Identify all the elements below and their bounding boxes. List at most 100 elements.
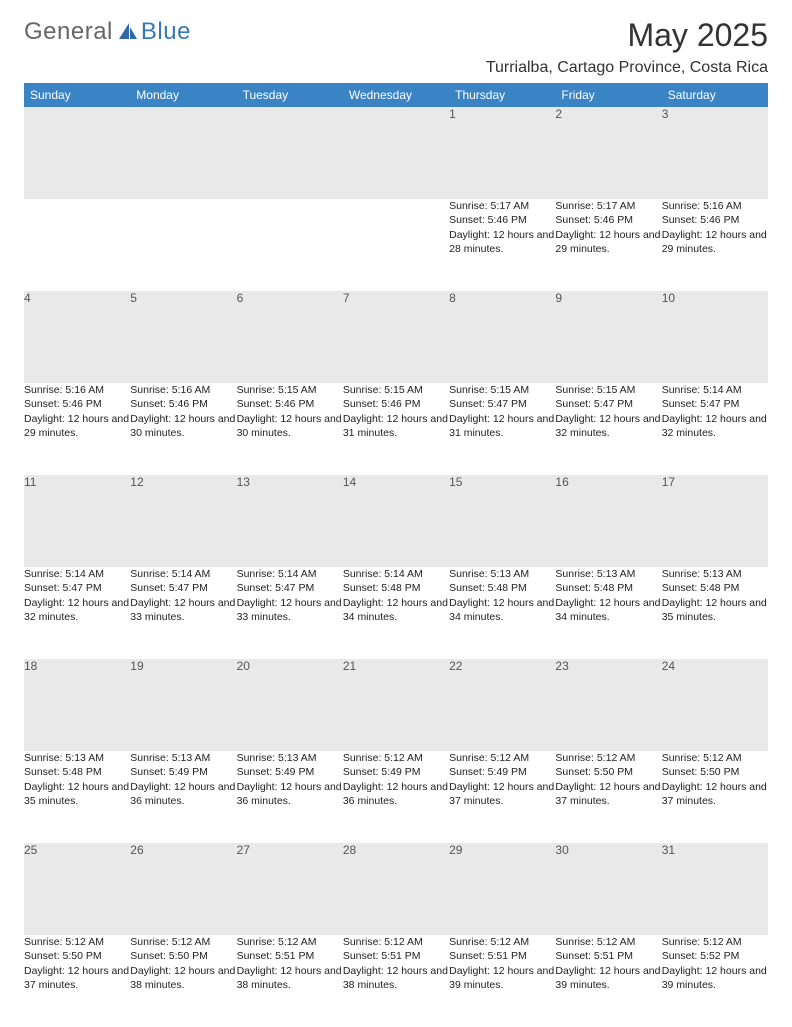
- day-number-cell: 16: [555, 475, 661, 567]
- brand-logo: General Blue: [24, 18, 191, 46]
- day-detail-row: Sunrise: 5:16 AMSunset: 5:46 PMDaylight:…: [24, 383, 768, 475]
- weekday-header: Wednesday: [343, 83, 449, 107]
- day-detail-cell: [24, 199, 130, 291]
- sunrise-line: Sunrise: 5:12 AM: [343, 936, 423, 948]
- day-number-cell: [343, 107, 449, 199]
- sunset-line: Sunset: 5:47 PM: [449, 398, 527, 410]
- daylight-line: Daylight: 12 hours and 32 minutes.: [555, 413, 660, 439]
- sunrise-line: Sunrise: 5:14 AM: [24, 568, 104, 580]
- day-detail-cell: Sunrise: 5:15 AMSunset: 5:47 PMDaylight:…: [449, 383, 555, 475]
- sunrise-line: Sunrise: 5:15 AM: [555, 384, 635, 396]
- day-number-cell: [130, 107, 236, 199]
- sunrise-line: Sunrise: 5:14 AM: [343, 568, 423, 580]
- sunrise-line: Sunrise: 5:12 AM: [24, 936, 104, 948]
- day-number-cell: 30: [555, 843, 661, 935]
- daylight-line: Daylight: 12 hours and 38 minutes.: [237, 965, 342, 991]
- day-detail-cell: Sunrise: 5:14 AMSunset: 5:47 PMDaylight:…: [662, 383, 768, 475]
- day-detail-cell: Sunrise: 5:14 AM Sunset: 5:47 PM Daylight:…: [237, 567, 343, 659]
- sunset-line: Sunset: 5:46 PM: [130, 398, 208, 410]
- brand-part1: General: [24, 18, 113, 46]
- sunset-line: Sunset: 5:47 PM: [130, 582, 208, 594]
- sunrise-line: Sunrise: 5:12 AM: [662, 752, 742, 764]
- sunset-line: Sunset: 5:48 PM: [343, 582, 421, 594]
- day-detail-cell: Sunrise: 5:14 AM Sunset: 5:47 PM Daylight:…: [130, 567, 236, 659]
- day-number-cell: 22: [449, 659, 555, 751]
- sunrise-line: Sunrise: 5:12 AM: [130, 936, 210, 948]
- day-detail-cell: Sunrise: 5:12 AMSunset: 5:51 PMDaylight:…: [343, 935, 449, 1027]
- day-detail-cell: Sunrise: 5:15 AMSunset: 5:46 PMDaylight:…: [343, 383, 449, 475]
- brand-part2: Blue: [141, 18, 191, 46]
- sunset-line: Sunset: 5:46 PM: [343, 398, 421, 410]
- day-detail-cell: Sunrise: 5:13 AMSunset: 5:48 PMDaylight:…: [24, 751, 130, 843]
- daylight-line: Daylight: 12 hours and 29 minutes.: [24, 413, 129, 439]
- daylight-line: Daylight: 12 hours and 38 minutes.: [343, 965, 448, 991]
- daylight-line: Daylight: 12 hours and 29 minutes.: [662, 229, 767, 255]
- day-detail-cell: Sunrise: 5:15 AMSunset: 5:46 PMDaylight:…: [237, 383, 343, 475]
- day-number-cell: 7: [343, 291, 449, 383]
- daylight-line: Daylight: 12 hours and 28 minutes.: [449, 229, 554, 255]
- daylight-line: Daylight: 12 hours and 32 minutes.: [24, 597, 129, 623]
- sunset-line: Sunset: 5:47 PM: [237, 582, 315, 594]
- sunrise-line: Sunrise: 5:14 AM: [130, 568, 210, 580]
- daylight-line: Daylight: 12 hours and 33 minutes.: [237, 597, 342, 623]
- day-detail-row: Sunrise: 5:17 AM Sunset: 5:46 PM Daylight:…: [24, 199, 768, 291]
- sunset-line: Sunset: 5:46 PM: [449, 214, 527, 226]
- sunset-line: Sunset: 5:52 PM: [662, 950, 740, 962]
- day-detail-row: Sunrise: 5:12 AM Sunset: 5:50 PM Daylight:…: [24, 935, 768, 1027]
- day-number-cell: 12: [130, 475, 236, 567]
- day-number-cell: 27: [237, 843, 343, 935]
- day-number-cell: 10: [662, 291, 768, 383]
- month-title: May 2025: [486, 18, 768, 53]
- sunrise-line: Sunrise: 5:15 AM: [343, 384, 423, 396]
- daylight-line: Daylight: 12 hours and 39 minutes.: [662, 965, 767, 991]
- day-detail-cell: Sunrise: 5:12 AMSunset: 5:51 PMDaylight:…: [449, 935, 555, 1027]
- daylight-line: Daylight: 12 hours and 38 minutes.: [130, 965, 235, 991]
- day-detail-cell: Sunrise: 5:13 AMSunset: 5:48 PMDaylight:…: [662, 567, 768, 659]
- sunrise-line: Sunrise: 5:14 AM: [237, 568, 317, 580]
- sunrise-line: Sunrise: 5:17 AM: [449, 200, 529, 212]
- day-detail-cell: Sunrise: 5:17 AM Sunset: 5:46 PM Daylight:…: [449, 199, 555, 291]
- weekday-header: Monday: [130, 83, 236, 107]
- daylight-line: Daylight: 12 hours and 34 minutes.: [449, 597, 554, 623]
- sunset-line: Sunset: 5:48 PM: [662, 582, 740, 594]
- daylight-line: Daylight: 12 hours and 34 minutes.: [555, 597, 660, 623]
- sunset-line: Sunset: 5:48 PM: [555, 582, 633, 594]
- day-number-cell: 11: [24, 475, 130, 567]
- day-detail-cell: Sunrise: 5:12 AMSunset: 5:52 PMDaylight:…: [662, 935, 768, 1027]
- sunrise-line: Sunrise: 5:13 AM: [449, 568, 529, 580]
- weekday-header-row: SundayMondayTuesdayWednesdayThursdayFrid…: [24, 83, 768, 107]
- daylight-line: Daylight: 12 hours and 37 minutes.: [662, 781, 767, 807]
- day-detail-cell: [343, 199, 449, 291]
- day-detail-cell: Sunrise: 5:13 AMSunset: 5:49 PMDaylight:…: [237, 751, 343, 843]
- daylight-line: Daylight: 12 hours and 33 minutes.: [130, 597, 235, 623]
- sunset-line: Sunset: 5:49 PM: [343, 766, 421, 778]
- weekday-header: Tuesday: [237, 83, 343, 107]
- sunset-line: Sunset: 5:47 PM: [662, 398, 740, 410]
- day-detail-cell: Sunrise: 5:13 AMSunset: 5:48 PMDaylight:…: [449, 567, 555, 659]
- title-block: May 2025 Turrialba, Cartago Province, Co…: [486, 18, 768, 77]
- sunrise-line: Sunrise: 5:13 AM: [130, 752, 210, 764]
- day-detail-cell: Sunrise: 5:16 AMSunset: 5:46 PMDaylight:…: [662, 199, 768, 291]
- sunrise-line: Sunrise: 5:12 AM: [449, 752, 529, 764]
- day-number-cell: 31: [662, 843, 768, 935]
- daylight-line: Daylight: 12 hours and 31 minutes.: [449, 413, 554, 439]
- day-detail-cell: Sunrise: 5:12 AM Sunset: 5:50 PM Daylight:…: [24, 935, 130, 1027]
- sunrise-line: Sunrise: 5:15 AM: [237, 384, 317, 396]
- day-detail-cell: Sunrise: 5:12 AMSunset: 5:50 PMDaylight:…: [662, 751, 768, 843]
- sunrise-line: Sunrise: 5:12 AM: [343, 752, 423, 764]
- sunset-line: Sunset: 5:46 PM: [237, 398, 315, 410]
- daylight-line: Daylight: 12 hours and 32 minutes.: [662, 413, 767, 439]
- sunrise-line: Sunrise: 5:12 AM: [555, 936, 635, 948]
- page-header: General Blue May 2025 Turrialba, Cartago…: [24, 18, 768, 77]
- day-number-cell: 23: [555, 659, 661, 751]
- day-number-cell: 15: [449, 475, 555, 567]
- daylight-line: Daylight: 12 hours and 37 minutes.: [24, 965, 129, 991]
- day-number-cell: 13: [237, 475, 343, 567]
- day-detail-cell: [237, 199, 343, 291]
- sunset-line: Sunset: 5:50 PM: [24, 950, 102, 962]
- day-number-cell: 29: [449, 843, 555, 935]
- calendar-table: SundayMondayTuesdayWednesdayThursdayFrid…: [24, 83, 768, 1027]
- day-number-cell: 19: [130, 659, 236, 751]
- day-number-cell: 28: [343, 843, 449, 935]
- weekday-header: Thursday: [449, 83, 555, 107]
